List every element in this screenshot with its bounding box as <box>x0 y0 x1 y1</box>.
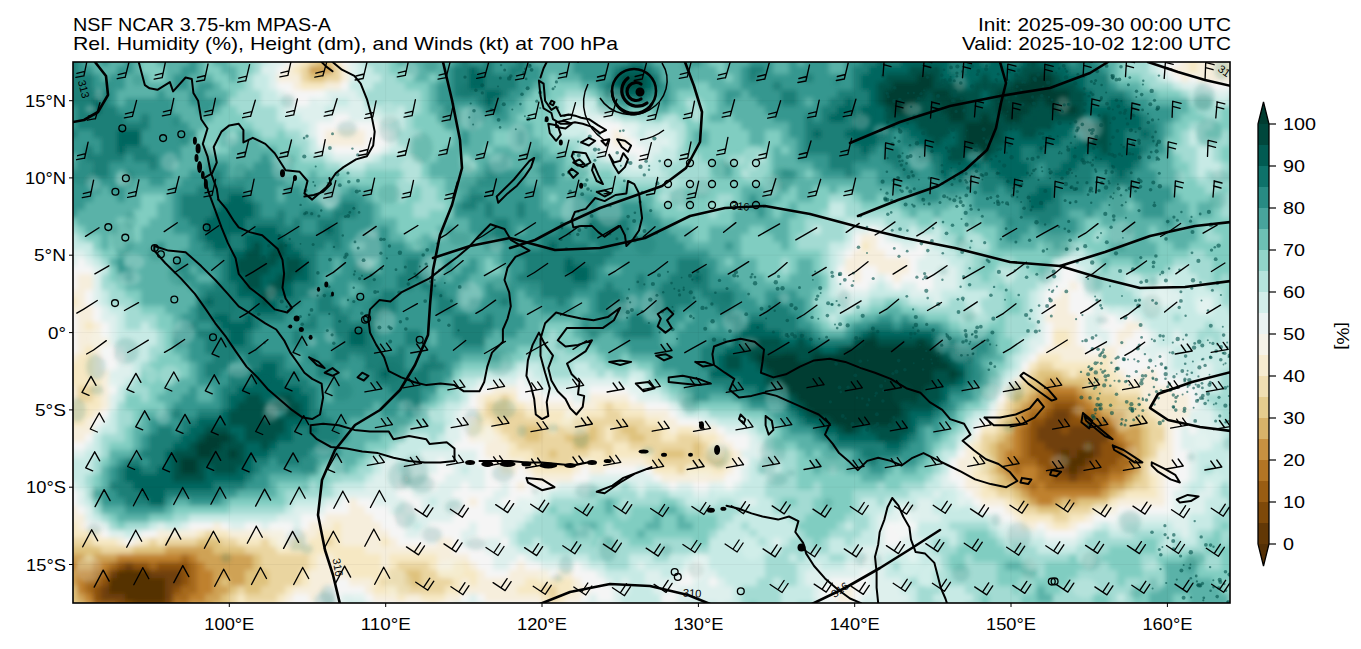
svg-text:0°: 0° <box>48 324 66 342</box>
svg-text:NSF NCAR 3.75-km MPAS-A: NSF NCAR 3.75-km MPAS-A <box>73 14 331 35</box>
svg-text:5°S: 5°S <box>35 401 66 419</box>
svg-text:20: 20 <box>1283 451 1305 470</box>
svg-text:Init: 2025-09-30 00:00 UTC: Init: 2025-09-30 00:00 UTC <box>978 14 1231 35</box>
svg-text:5°N: 5°N <box>34 246 66 264</box>
svg-text:10°S: 10°S <box>26 478 66 496</box>
svg-text:310: 310 <box>683 587 702 600</box>
svg-text:30: 30 <box>1283 409 1305 428</box>
svg-text:90: 90 <box>1283 157 1305 176</box>
svg-text:10: 10 <box>1283 493 1305 512</box>
svg-text:110°E: 110°E <box>361 615 411 633</box>
svg-text:40: 40 <box>1283 367 1305 386</box>
svg-text:140°E: 140°E <box>830 615 880 633</box>
svg-text:100: 100 <box>1283 115 1316 134</box>
svg-text:150°E: 150°E <box>986 615 1036 633</box>
svg-text:100°E: 100°E <box>204 615 254 633</box>
svg-text:Rel. Humidity (%), Height (dm): Rel. Humidity (%), Height (dm), and Wind… <box>73 33 618 54</box>
svg-text:130°E: 130°E <box>673 615 723 633</box>
svg-text:50: 50 <box>1283 325 1305 344</box>
svg-text:70: 70 <box>1283 241 1305 260</box>
svg-text:0: 0 <box>1283 535 1294 554</box>
svg-text:80: 80 <box>1283 199 1305 218</box>
svg-text:Valid: 2025-10-02 12:00 UTC: Valid: 2025-10-02 12:00 UTC <box>962 33 1231 54</box>
svg-text:160°E: 160°E <box>1142 615 1192 633</box>
svg-text:120°E: 120°E <box>517 615 567 633</box>
svg-text:15°N: 15°N <box>25 92 66 110</box>
svg-text:[%]: [%] <box>1333 322 1352 350</box>
svg-text:10°N: 10°N <box>25 169 66 187</box>
svg-text:60: 60 <box>1283 283 1305 302</box>
svg-text:15°S: 15°S <box>26 556 66 574</box>
